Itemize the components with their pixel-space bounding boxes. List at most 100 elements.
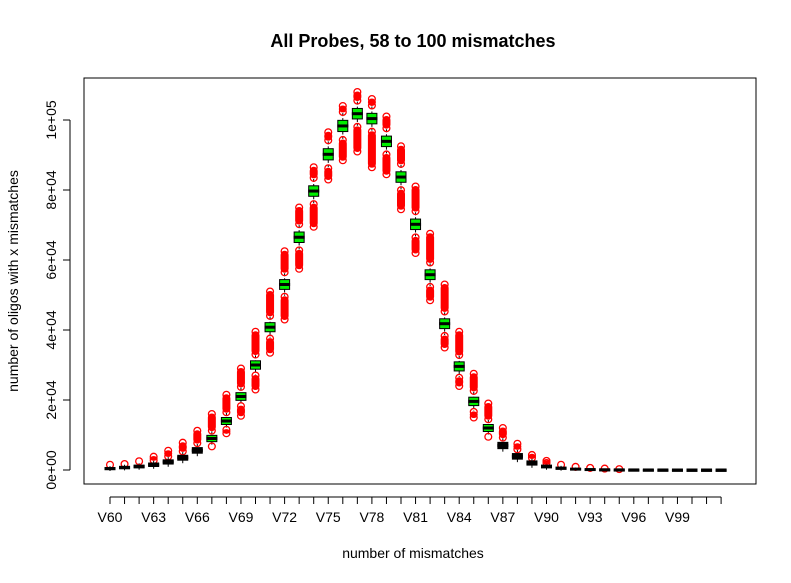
outlier-cluster [397, 189, 405, 210]
outlier-point [498, 433, 507, 442]
outlier-point [440, 280, 449, 289]
outlier-point [207, 442, 216, 451]
outlier-point [295, 203, 304, 212]
outlier-point [411, 233, 420, 242]
outlier-point [251, 350, 260, 359]
outlier-point [280, 292, 289, 301]
outlier-point [455, 350, 464, 360]
outlier-cluster [426, 233, 435, 263]
outlier-point [411, 207, 420, 216]
outlier-point [193, 426, 202, 435]
outlier-point [236, 382, 246, 391]
outlier-point [309, 173, 318, 182]
outlier-cluster [236, 368, 245, 388]
outlier-point [251, 327, 260, 336]
outlier-point [455, 327, 464, 336]
x-tick-label: V69 [228, 509, 253, 525]
outlier-point [280, 247, 289, 256]
outlier-cluster [367, 131, 376, 168]
outlier-cluster [440, 284, 449, 312]
outlier-point [353, 122, 362, 131]
outlier-point [513, 439, 522, 448]
outlier-point [498, 423, 507, 433]
outlier-point [382, 112, 391, 121]
outlier-point [251, 371, 260, 380]
outlier-point [396, 186, 406, 195]
outlier-cluster [469, 373, 478, 392]
x-axis: V60 V63 V66 V69 V72 V75 V78 V81 V84 V87 V90 V93 V96 V… [98, 496, 722, 525]
outlier-point [440, 307, 449, 316]
outlier-point [164, 446, 173, 455]
y-tick-label: 2e+04 [43, 380, 59, 420]
outlier-point [426, 258, 435, 267]
outlier-cluster [207, 413, 216, 432]
outlier-point [469, 413, 478, 422]
outlier-point [353, 87, 362, 97]
outlier-cluster [455, 331, 464, 356]
outlier-point [440, 331, 449, 341]
outlier-point [265, 311, 275, 320]
x-tick-label: V60 [98, 509, 123, 525]
outlier-cluster [178, 442, 187, 452]
outlier-point [484, 415, 493, 424]
outlier-cluster [280, 250, 289, 273]
outlier-point [222, 390, 231, 399]
outlier-point [353, 96, 362, 105]
x-tick-label: V81 [403, 509, 428, 525]
plot-frame [83, 77, 757, 485]
outlier-cluster [411, 186, 420, 212]
outlier-cluster [280, 296, 289, 320]
outlier-point [469, 369, 478, 378]
outlier-point [426, 229, 435, 238]
outlier-point [309, 163, 318, 172]
outlier-point [426, 282, 435, 292]
outlier-point [338, 107, 347, 116]
outlier-cluster [295, 207, 304, 225]
outlier-point [251, 385, 260, 394]
box-series [104, 87, 727, 474]
outlier-point [455, 373, 464, 382]
outlier-point [396, 159, 406, 168]
outlier-point [455, 381, 464, 391]
outlier-point [396, 142, 406, 151]
outlier-cluster [251, 331, 260, 355]
outlier-point [586, 463, 595, 472]
outlier-point [396, 205, 406, 214]
outlier-point [440, 343, 449, 352]
outlier-point [411, 182, 420, 191]
outlier-point [469, 407, 478, 416]
x-tick-label: V90 [534, 509, 559, 525]
outlier-cluster [484, 403, 493, 420]
outlier-cluster [222, 394, 231, 413]
outlier-point [309, 200, 318, 209]
x-tick-label: V75 [316, 509, 341, 525]
outlier-cluster [353, 91, 362, 102]
outlier-point [324, 128, 333, 137]
outlier-point [236, 402, 246, 411]
outlier-point [265, 334, 275, 343]
outlier-point [236, 411, 246, 420]
outlier-point [324, 136, 333, 145]
outlier-point [527, 450, 536, 460]
outlier-point [309, 222, 318, 231]
y-tick-label: 1e+05 [43, 100, 59, 140]
x-axis-label: number of mismatches [342, 545, 484, 561]
outlier-cluster [411, 236, 420, 254]
y-tick-label: 0e+00 [43, 450, 59, 490]
outlier-point [324, 175, 333, 184]
x-tick-label: V96 [621, 509, 646, 525]
outlier-point [178, 447, 187, 456]
y-tick-label: 6e+04 [43, 240, 59, 280]
outlier-point [367, 127, 376, 136]
outlier-point [513, 445, 522, 454]
outlier-point [469, 386, 478, 395]
outlier-point [193, 439, 202, 448]
x-tick-label: V93 [578, 509, 603, 525]
outlier-cluster [309, 203, 318, 228]
outlier-point [382, 150, 391, 159]
outlier-cluster [353, 126, 362, 152]
outlier-cluster [382, 153, 391, 175]
outlier-point [484, 432, 493, 441]
outlier-point [338, 101, 347, 111]
